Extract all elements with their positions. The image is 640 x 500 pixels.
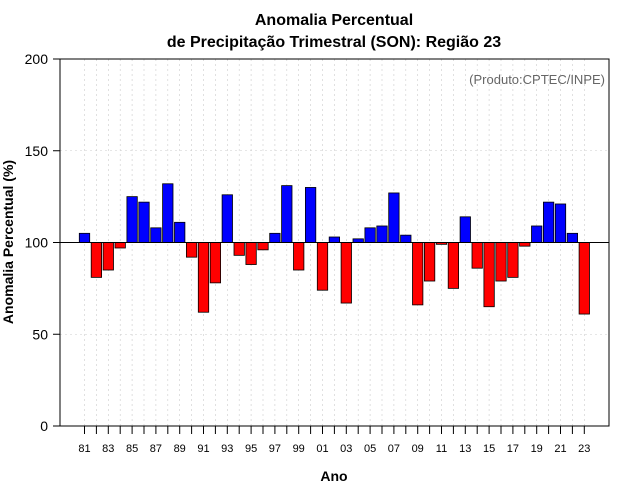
x-tick-label-83: 83 xyxy=(102,443,114,455)
bar-06 xyxy=(376,225,388,243)
x-tick-label-97: 97 xyxy=(269,443,281,455)
x-tick-label-99: 99 xyxy=(293,443,305,455)
x-tick-label-13: 13 xyxy=(459,443,471,455)
bar-96 xyxy=(257,242,269,251)
bar-17 xyxy=(507,242,519,278)
y-tick-label-0: 0 xyxy=(40,418,48,434)
chart-title-line1: Anomalia Percentual xyxy=(255,12,413,29)
bar-93 xyxy=(221,194,233,243)
bar-86 xyxy=(138,201,150,243)
bar-89 xyxy=(174,221,186,243)
bar-08 xyxy=(400,234,412,243)
bar-82 xyxy=(90,242,102,278)
x-tick-label-95: 95 xyxy=(245,443,257,455)
bar-19 xyxy=(531,225,543,243)
source-note: (Produto:CPTEC/INPE) xyxy=(469,72,605,87)
bar-16 xyxy=(495,242,507,282)
x-tick-label-01: 01 xyxy=(316,443,328,455)
bar-87 xyxy=(150,227,162,243)
x-tick-label-17: 17 xyxy=(507,443,519,455)
bars-layer xyxy=(78,183,590,315)
bar-13 xyxy=(459,216,471,243)
x-tick-label-07: 07 xyxy=(388,443,400,455)
bar-14 xyxy=(471,242,483,269)
bar-84 xyxy=(114,242,126,249)
x-tick-label-03: 03 xyxy=(340,443,352,455)
bar-22 xyxy=(566,232,579,243)
bar-05 xyxy=(364,227,376,243)
x-tick-label-05: 05 xyxy=(364,443,376,455)
bar-95 xyxy=(245,242,257,265)
x-tick-label-11: 11 xyxy=(436,443,447,455)
x-tick-label-87: 87 xyxy=(150,443,162,455)
x-tick-label-15: 15 xyxy=(483,443,495,455)
bar-81 xyxy=(78,232,91,243)
x-tick-label-21: 21 xyxy=(554,443,566,455)
bar-01 xyxy=(316,242,329,291)
x-tick-label-91: 91 xyxy=(197,443,209,455)
bar-18 xyxy=(519,242,531,247)
bar-85 xyxy=(126,196,138,243)
bar-12 xyxy=(447,242,460,289)
bar-91 xyxy=(197,242,210,313)
y-axis-label: Anomalia Percentual (%) xyxy=(0,160,16,324)
x-tick-label-89: 89 xyxy=(174,443,186,455)
bar-88 xyxy=(162,183,174,243)
bar-10 xyxy=(423,242,436,282)
x-axis-label: Ano xyxy=(320,468,347,484)
bar-09 xyxy=(412,242,424,306)
y-tick-label-150: 150 xyxy=(25,143,49,159)
x-tick-label-81: 81 xyxy=(78,443,90,455)
bar-98 xyxy=(281,185,293,243)
bar-04 xyxy=(352,238,364,243)
chart-title-line2: de Precipitação Trimestral (SON): Região… xyxy=(167,34,501,51)
bar-23 xyxy=(578,242,590,315)
x-tick-label-85: 85 xyxy=(126,443,138,455)
x-tick-label-93: 93 xyxy=(221,443,233,455)
x-axis: 81 83 85 87 89 91 93 95 97 99 01 03 05 07 09 11 13 15 17 19… xyxy=(78,426,590,455)
bar-20 xyxy=(543,201,555,243)
bar-92 xyxy=(209,242,221,284)
bar-07 xyxy=(388,192,400,243)
y-tick-label-100: 100 xyxy=(25,235,49,251)
bar-15 xyxy=(483,242,495,308)
bar-90 xyxy=(185,242,198,258)
bar-21 xyxy=(554,203,567,243)
y-axis: 0 50 100 150 200 xyxy=(25,51,60,434)
bar-00 xyxy=(304,187,317,243)
y-tick-label-50: 50 xyxy=(32,326,48,342)
x-tick-label-23: 23 xyxy=(578,443,590,455)
bar-02 xyxy=(328,236,341,243)
bar-97 xyxy=(269,232,281,243)
bar-99 xyxy=(293,242,305,271)
bar-94 xyxy=(233,242,245,256)
y-tick-label-200: 200 xyxy=(25,51,49,67)
bar-03 xyxy=(340,242,352,304)
x-tick-label-19: 19 xyxy=(531,443,543,455)
bar-83 xyxy=(102,242,114,271)
x-tick-label-09: 09 xyxy=(412,443,424,455)
